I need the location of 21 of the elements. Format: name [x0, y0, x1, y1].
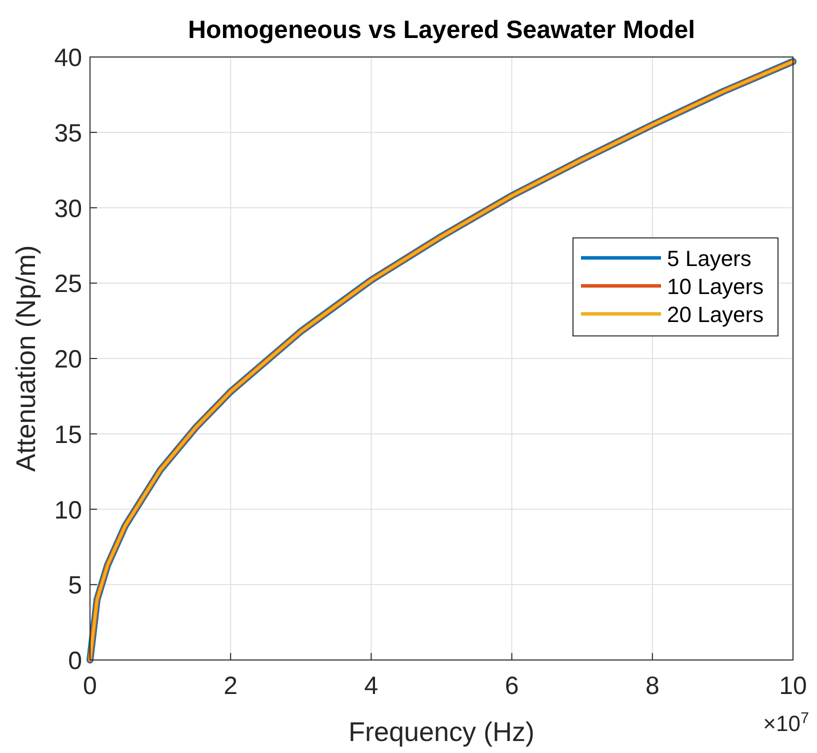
y-tick-label: 10	[54, 496, 82, 524]
text: ×10$^{7}$	[763, 710, 809, 736]
y-tick-label: 40	[54, 44, 82, 72]
legend-label: 10 Layers	[667, 274, 764, 299]
x-tick-label: 6	[504, 672, 519, 700]
y-axis-title: Attenuation (Np/m)	[11, 245, 41, 472]
y-tick-label: 30	[54, 194, 82, 223]
x-tick-label: 10	[779, 672, 807, 700]
x-axis-title: Frequency (Hz)	[348, 717, 535, 747]
y-tick-label: 15	[54, 420, 82, 449]
legend-label: 20 Layers	[667, 302, 764, 327]
y-tick-label: 5	[68, 572, 82, 600]
x-tick-label: 4	[364, 672, 378, 700]
y-tick-label: 0	[68, 647, 82, 675]
y-tick-label: 20	[54, 346, 82, 374]
y-tick-label: 25	[54, 270, 82, 298]
x-tick-label: 2	[224, 672, 238, 700]
legend-label: 5 Layers	[667, 246, 752, 271]
x-tick-label: 8	[645, 672, 660, 700]
chart-title: Homogeneous vs Layered Seawater Model	[188, 16, 696, 44]
y-tick-label: 35	[54, 119, 82, 148]
